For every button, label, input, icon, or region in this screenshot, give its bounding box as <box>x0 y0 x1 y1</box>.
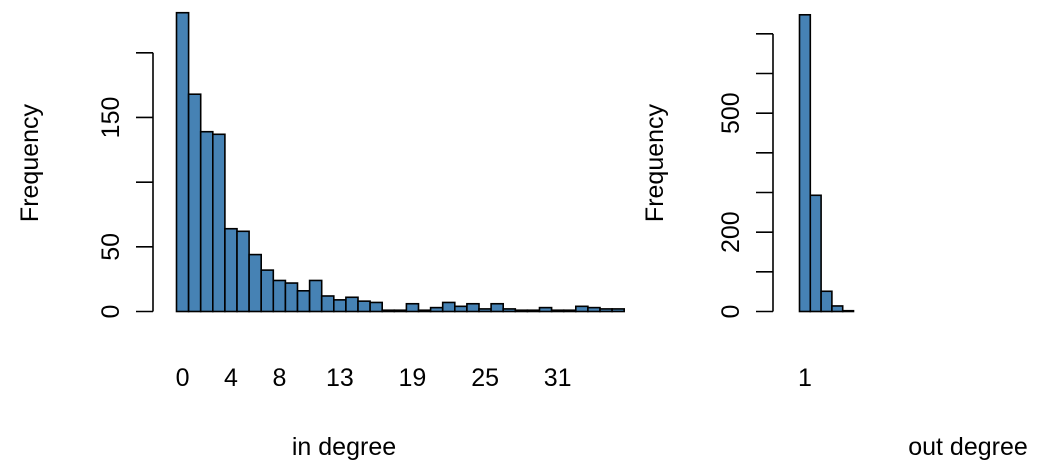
out-degree-histogram: 0 200 500 Frequency 1 out degree <box>641 13 1028 461</box>
bar-33 <box>574 305 589 313</box>
bar-31 <box>550 309 565 313</box>
bar-20 <box>417 309 432 313</box>
bar-18 <box>393 309 408 313</box>
bar-17 <box>381 309 396 313</box>
bar-2 <box>809 194 822 313</box>
in-degree-histogram: 0 50 150 Frequency 0 4 8 13 19 25 31 in degree <box>16 11 625 461</box>
bar-13 <box>332 299 347 313</box>
bar-21 <box>429 306 444 313</box>
bar-27 <box>502 308 517 313</box>
bar-5 <box>236 230 250 313</box>
y-tick-label: 150 <box>97 97 125 139</box>
bar-8 <box>272 279 287 313</box>
bar-32 <box>562 309 577 313</box>
x-tick-label: 0 <box>176 364 190 392</box>
bar-11 <box>308 279 323 313</box>
x-axis-title: in degree <box>292 433 396 461</box>
x-tick-label: 1 <box>798 364 812 392</box>
x-tick-label: 13 <box>326 364 354 392</box>
x-tick-label: 19 <box>398 364 426 392</box>
x-tick-label: 31 <box>544 364 572 392</box>
bar-22 <box>441 301 456 313</box>
bar-4 <box>224 227 238 313</box>
bar-35 <box>599 308 613 313</box>
y-tick-label: 200 <box>717 211 745 253</box>
bar-19 <box>405 302 420 313</box>
bar-23 <box>453 305 468 313</box>
bar-10 <box>296 289 311 313</box>
bar-15 <box>357 300 371 313</box>
bar-2 <box>199 130 214 313</box>
bar-3 <box>820 290 833 313</box>
bar-0 <box>175 11 190 313</box>
y-tick-label: 500 <box>717 92 745 134</box>
bar-6 <box>248 253 263 313</box>
bar-9 <box>284 282 299 313</box>
bar-28 <box>514 309 529 313</box>
bar-24 <box>466 302 480 313</box>
y-tick-label: 50 <box>97 233 125 261</box>
bar-4 <box>831 305 844 313</box>
bar-1 <box>798 13 812 313</box>
bar-26 <box>490 302 505 313</box>
y-axis-title: Frequency <box>641 103 669 222</box>
bar-1 <box>187 93 202 313</box>
y-axis-title: Frequency <box>16 103 44 222</box>
y-tick-label: 0 <box>97 305 125 319</box>
bar-16 <box>369 301 384 313</box>
bar-30 <box>538 306 553 313</box>
bar-5 <box>841 309 855 313</box>
y-tick-label: 0 <box>717 305 745 319</box>
bar-36 <box>611 308 625 313</box>
x-tick-label: 25 <box>471 364 499 392</box>
bar-25 <box>478 308 492 313</box>
x-tick-label: 8 <box>272 364 286 392</box>
x-tick-label: 4 <box>224 364 238 392</box>
bar-3 <box>212 133 226 313</box>
bar-14 <box>345 296 359 313</box>
bar-29 <box>526 309 541 313</box>
x-axis-title: out degree <box>908 433 1028 461</box>
bar-12 <box>320 295 335 313</box>
bar-34 <box>587 306 601 313</box>
bar-7 <box>260 269 275 313</box>
